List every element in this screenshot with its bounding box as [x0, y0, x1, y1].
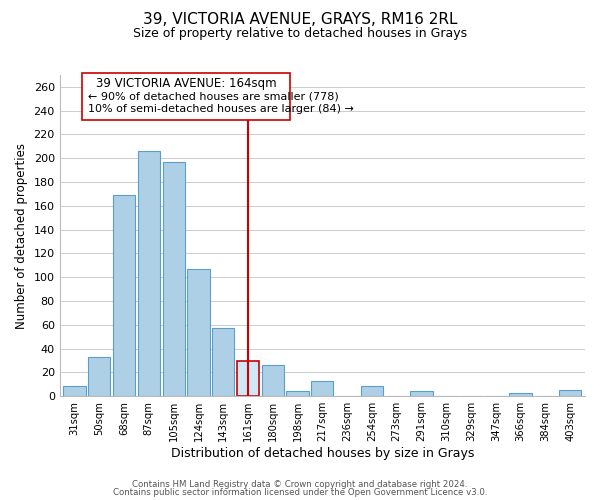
Bar	[113, 195, 135, 396]
Bar	[237, 360, 259, 396]
Bar	[64, 386, 86, 396]
Bar	[410, 392, 433, 396]
Text: 39, VICTORIA AVENUE, GRAYS, RM16 2RL: 39, VICTORIA AVENUE, GRAYS, RM16 2RL	[143, 12, 457, 28]
Bar	[187, 269, 209, 396]
Bar	[559, 390, 581, 396]
Bar	[311, 380, 334, 396]
Bar	[286, 392, 309, 396]
Bar	[163, 162, 185, 396]
Text: Contains public sector information licensed under the Open Government Licence v3: Contains public sector information licen…	[113, 488, 487, 497]
X-axis label: Distribution of detached houses by size in Grays: Distribution of detached houses by size …	[170, 447, 474, 460]
Text: ← 90% of detached houses are smaller (778): ← 90% of detached houses are smaller (77…	[88, 92, 339, 102]
Bar	[509, 392, 532, 396]
Text: 10% of semi-detached houses are larger (84) →: 10% of semi-detached houses are larger (…	[88, 104, 354, 114]
Text: 39 VICTORIA AVENUE: 164sqm: 39 VICTORIA AVENUE: 164sqm	[96, 76, 277, 90]
Bar	[88, 357, 110, 396]
Bar	[212, 328, 235, 396]
Bar	[138, 151, 160, 396]
Bar	[361, 386, 383, 396]
Text: Size of property relative to detached houses in Grays: Size of property relative to detached ho…	[133, 28, 467, 40]
Y-axis label: Number of detached properties: Number of detached properties	[15, 142, 28, 328]
Text: Contains HM Land Registry data © Crown copyright and database right 2024.: Contains HM Land Registry data © Crown c…	[132, 480, 468, 489]
Bar	[262, 366, 284, 396]
